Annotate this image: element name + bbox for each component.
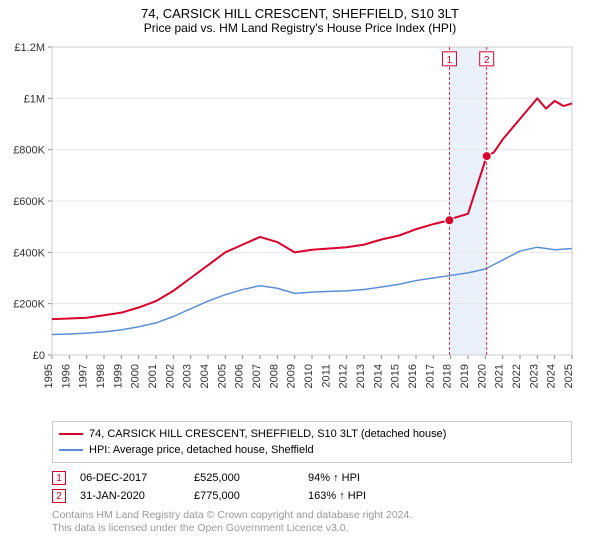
legend-label: 74, CARSICK HILL CRESCENT, SHEFFIELD, S1… [89, 426, 446, 442]
legend-label: HPI: Average price, detached house, Shef… [89, 442, 314, 458]
transaction-delta: 94% ↑ HPI [308, 472, 408, 484]
chart-svg: £0 £200K £400K £600K £800K £1M £1.2M 1995 1996 19… [0, 37, 600, 415]
transaction-marker: 2 [52, 489, 66, 503]
chart-title: 74, CARSICK HILL CRESCENT, SHEFFIELD, S1… [0, 6, 600, 21]
transaction-delta: 163% ↑ HPI [308, 490, 408, 502]
license-text: Contains HM Land Registry data © Crown c… [52, 509, 572, 535]
svg-text:2004: 2004 [199, 364, 211, 388]
legend: 74, CARSICK HILL CRESCENT, SHEFFIELD, S1… [52, 421, 572, 463]
svg-text:2016: 2016 [407, 364, 419, 388]
svg-text:1998: 1998 [95, 364, 107, 388]
svg-text:2024: 2024 [546, 364, 558, 388]
svg-text:2021: 2021 [494, 364, 506, 388]
svg-text:2: 2 [484, 55, 490, 66]
svg-text:1997: 1997 [78, 364, 90, 388]
chart-subtitle: Price paid vs. HM Land Registry's House … [0, 21, 600, 35]
svg-text:2013: 2013 [355, 364, 367, 388]
transaction-row: 2 31-JAN-2020 £775,000 163% ↑ HPI [52, 489, 572, 503]
svg-text:2003: 2003 [182, 364, 194, 388]
svg-text:2025: 2025 [563, 364, 575, 388]
transaction-price: £775,000 [194, 490, 294, 502]
chart-area: £0 £200K £400K £600K £800K £1M £1.2M 1995 1996 19… [0, 37, 600, 415]
svg-text:1996: 1996 [60, 364, 72, 388]
license-line-2: This data is licensed under the Open Gov… [52, 522, 572, 535]
legend-swatch [59, 433, 83, 435]
transaction-marker: 1 [52, 471, 66, 485]
svg-text:£0: £0 [33, 350, 45, 362]
transaction-date: 06-DEC-2017 [80, 472, 180, 484]
svg-text:1999: 1999 [112, 364, 124, 388]
svg-text:2022: 2022 [511, 364, 523, 388]
transaction-date: 31-JAN-2020 [80, 490, 180, 502]
svg-text:£1.2M: £1.2M [14, 42, 45, 54]
svg-text:2010: 2010 [303, 364, 315, 388]
svg-text:2005: 2005 [216, 364, 228, 388]
svg-text:2008: 2008 [268, 364, 280, 388]
svg-text:2015: 2015 [390, 364, 402, 388]
legend-item: HPI: Average price, detached house, Shef… [59, 442, 565, 458]
svg-text:2011: 2011 [320, 364, 332, 388]
svg-text:2002: 2002 [164, 364, 176, 388]
svg-text:2023: 2023 [528, 364, 540, 388]
svg-text:2020: 2020 [476, 364, 488, 388]
svg-text:£400K: £400K [13, 247, 45, 259]
transaction-price: £525,000 [194, 472, 294, 484]
license-line-1: Contains HM Land Registry data © Crown c… [52, 509, 572, 522]
legend-swatch [59, 449, 83, 451]
svg-text:1995: 1995 [43, 364, 55, 388]
svg-text:£800K: £800K [13, 145, 45, 157]
svg-text:2012: 2012 [338, 364, 350, 388]
svg-text:2006: 2006 [234, 364, 246, 388]
svg-text:2018: 2018 [442, 364, 454, 388]
transaction-row: 1 06-DEC-2017 £525,000 94% ↑ HPI [52, 471, 572, 485]
svg-text:2009: 2009 [286, 364, 298, 388]
legend-item: 74, CARSICK HILL CRESCENT, SHEFFIELD, S1… [59, 426, 565, 442]
svg-text:2001: 2001 [147, 364, 159, 388]
svg-text:£1M: £1M [24, 93, 45, 105]
footer: 1 06-DEC-2017 £525,000 94% ↑ HPI 2 31-JAN-202… [0, 467, 600, 535]
svg-text:£600K: £600K [13, 196, 45, 208]
svg-text:2017: 2017 [424, 364, 436, 388]
svg-text:2007: 2007 [251, 364, 263, 388]
svg-text:1: 1 [447, 55, 453, 66]
title-block: 74, CARSICK HILL CRESCENT, SHEFFIELD, S1… [0, 0, 600, 37]
svg-text:2014: 2014 [372, 364, 384, 388]
svg-text:2019: 2019 [459, 364, 471, 388]
svg-text:2000: 2000 [130, 364, 142, 388]
svg-text:£200K: £200K [13, 299, 45, 311]
